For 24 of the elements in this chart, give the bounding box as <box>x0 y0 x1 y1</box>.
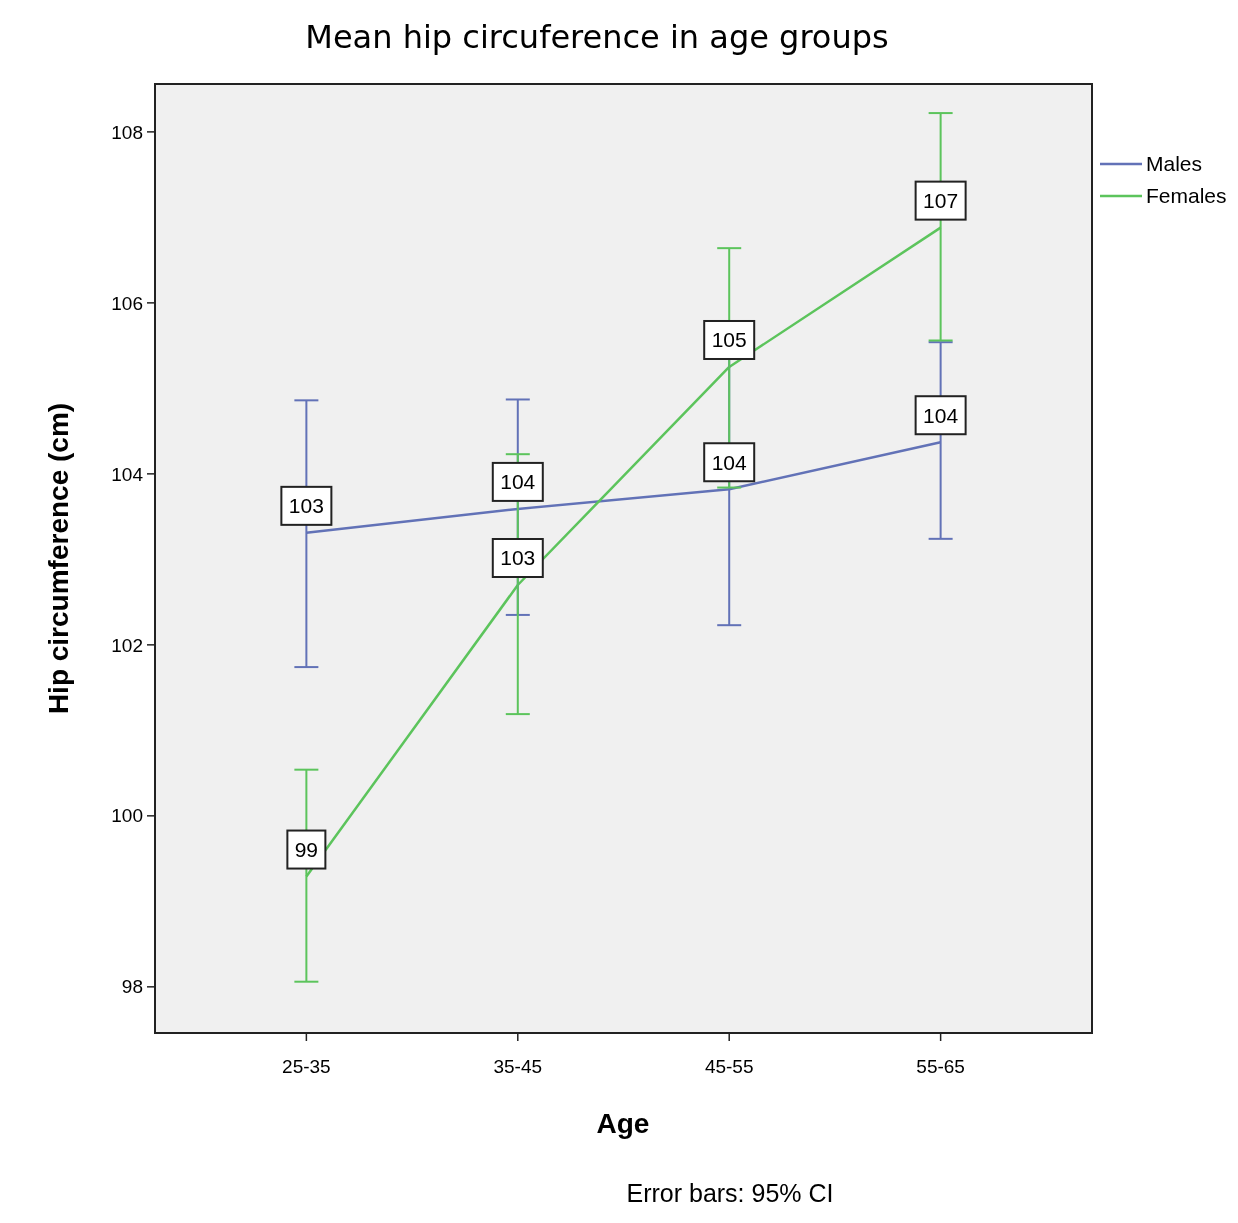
x-axis-title: Age <box>596 1108 650 1139</box>
data-label: 107 <box>923 188 959 212</box>
data-label: 103 <box>288 494 324 518</box>
y-tick-label: 100 <box>111 805 143 827</box>
chart-title: Mean hip circuference in age groups <box>305 18 889 56</box>
data-label: 99 <box>294 837 319 861</box>
legend-label: Males <box>1146 152 1203 176</box>
data-label: 104 <box>711 450 748 474</box>
y-tick-label: 102 <box>111 634 143 656</box>
x-tick-label: 35-45 <box>493 1056 543 1077</box>
y-tick-label: 106 <box>111 292 143 314</box>
y-axis-title: Hip circumference (cm) <box>43 402 74 715</box>
data-label: 105 <box>711 328 747 352</box>
legend-label: Females <box>1146 184 1227 208</box>
x-tick-label: 55-65 <box>916 1056 965 1077</box>
data-label: 104 <box>500 470 536 494</box>
y-tick-label: 98 <box>121 976 143 998</box>
x-tick-label: 45-55 <box>704 1056 754 1077</box>
x-tick-label: 25-35 <box>282 1056 331 1077</box>
data-label: 103 <box>500 546 536 570</box>
y-tick-label: 108 <box>111 121 143 143</box>
y-tick-label: 104 <box>111 463 144 485</box>
data-label: 104 <box>923 403 959 427</box>
text: Error bars: 95% CI <box>626 1179 834 1207</box>
